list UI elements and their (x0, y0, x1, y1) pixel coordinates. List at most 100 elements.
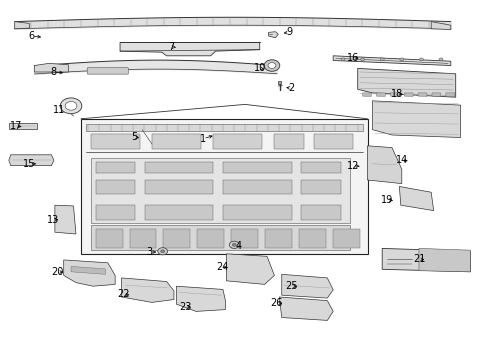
Text: 24: 24 (216, 262, 228, 272)
Text: 16: 16 (346, 53, 359, 63)
Polygon shape (15, 22, 29, 29)
Bar (299, 229, 326, 248)
Text: 6: 6 (29, 31, 35, 41)
Text: 25: 25 (285, 281, 298, 291)
Bar (333, 229, 360, 248)
Text: 14: 14 (395, 155, 408, 165)
Polygon shape (404, 93, 413, 96)
Polygon shape (120, 42, 260, 56)
Polygon shape (55, 205, 76, 234)
Bar (145, 180, 213, 194)
Circle shape (341, 58, 345, 61)
Polygon shape (446, 93, 455, 96)
Text: 3: 3 (147, 247, 152, 257)
Text: 10: 10 (254, 63, 266, 73)
Bar (231, 229, 258, 248)
Polygon shape (226, 254, 274, 284)
Polygon shape (91, 225, 350, 250)
Circle shape (268, 63, 276, 68)
Bar (96, 229, 122, 248)
Text: 13: 13 (47, 215, 59, 225)
Polygon shape (399, 186, 434, 211)
Text: 18: 18 (391, 89, 403, 99)
Bar (96, 205, 135, 220)
Text: 11: 11 (53, 105, 65, 115)
Polygon shape (91, 158, 350, 223)
Text: 4: 4 (236, 240, 242, 251)
Polygon shape (9, 155, 54, 166)
Bar (301, 162, 341, 173)
Text: 9: 9 (286, 27, 292, 37)
Polygon shape (176, 286, 225, 311)
Circle shape (439, 58, 443, 61)
Bar (145, 162, 213, 173)
FancyBboxPatch shape (314, 134, 353, 149)
Polygon shape (71, 266, 105, 274)
Bar (129, 229, 156, 248)
Polygon shape (269, 32, 278, 38)
FancyBboxPatch shape (274, 134, 304, 149)
Bar (223, 162, 292, 173)
Polygon shape (279, 297, 333, 320)
Polygon shape (363, 93, 371, 96)
Bar (301, 180, 341, 194)
Text: 2: 2 (289, 83, 294, 93)
Bar (96, 180, 135, 194)
Polygon shape (372, 101, 461, 138)
Bar (197, 229, 224, 248)
Circle shape (264, 60, 280, 71)
Circle shape (232, 243, 236, 246)
Text: 12: 12 (346, 161, 359, 171)
Text: 20: 20 (51, 267, 64, 277)
Bar (223, 205, 292, 220)
Text: 1: 1 (200, 134, 206, 144)
Text: 5: 5 (132, 132, 138, 142)
Bar (223, 180, 292, 194)
Polygon shape (81, 119, 368, 254)
Circle shape (380, 58, 384, 61)
Text: 17: 17 (9, 121, 22, 131)
Text: 21: 21 (413, 254, 425, 264)
Polygon shape (122, 278, 174, 302)
FancyBboxPatch shape (213, 134, 262, 149)
Polygon shape (391, 93, 399, 96)
Bar (164, 229, 191, 248)
Bar (145, 205, 213, 220)
Circle shape (229, 241, 239, 248)
Circle shape (158, 248, 168, 255)
Circle shape (60, 98, 82, 114)
Polygon shape (432, 93, 441, 96)
Polygon shape (376, 93, 385, 96)
Circle shape (419, 58, 423, 61)
FancyBboxPatch shape (152, 134, 201, 149)
FancyBboxPatch shape (91, 134, 140, 149)
Bar (301, 205, 341, 220)
Circle shape (65, 102, 77, 110)
Text: 15: 15 (23, 159, 36, 169)
Text: 22: 22 (117, 289, 130, 300)
Polygon shape (418, 93, 427, 96)
Text: 7: 7 (169, 42, 174, 52)
Text: 23: 23 (179, 302, 192, 312)
Circle shape (161, 250, 165, 253)
Polygon shape (358, 68, 456, 97)
FancyBboxPatch shape (87, 68, 128, 74)
Polygon shape (382, 248, 470, 272)
Polygon shape (419, 248, 470, 272)
Polygon shape (431, 22, 451, 30)
Text: 26: 26 (270, 298, 283, 308)
Bar (96, 162, 135, 173)
Polygon shape (282, 274, 333, 298)
Polygon shape (64, 260, 115, 286)
Polygon shape (333, 56, 451, 66)
Polygon shape (9, 123, 37, 129)
Polygon shape (368, 146, 402, 184)
Circle shape (400, 58, 404, 61)
Bar (265, 229, 292, 248)
Polygon shape (34, 63, 69, 72)
Polygon shape (86, 124, 363, 131)
Text: 19: 19 (381, 195, 393, 205)
Text: 8: 8 (51, 67, 57, 77)
Polygon shape (278, 81, 281, 84)
Circle shape (361, 58, 365, 61)
